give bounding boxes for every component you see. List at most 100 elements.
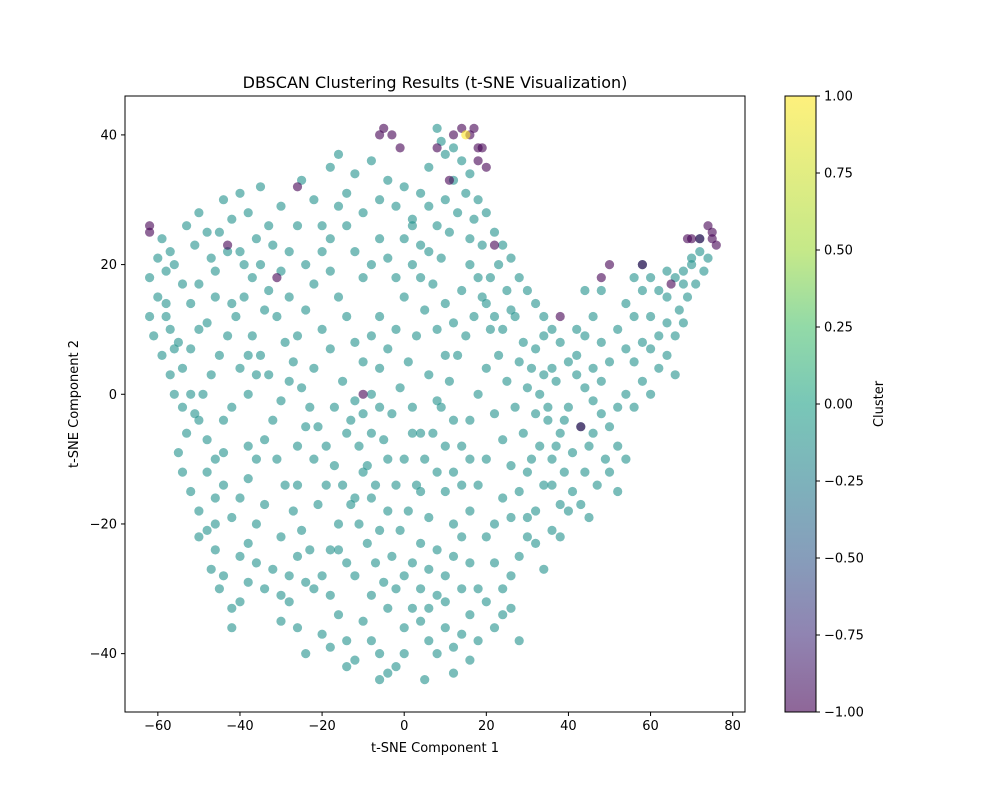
point-cluster-0 bbox=[416, 240, 426, 250]
point-cluster-0 bbox=[448, 551, 459, 562]
point-cluster-0 bbox=[416, 616, 426, 626]
point-cluster-0 bbox=[214, 227, 224, 237]
point-cluster-0 bbox=[399, 234, 409, 244]
point-cluster-0 bbox=[227, 214, 237, 224]
point-cluster-0 bbox=[489, 227, 500, 237]
point-cluster-0 bbox=[227, 512, 237, 523]
point-cluster-0 bbox=[424, 201, 434, 211]
point-cluster-0 bbox=[477, 240, 487, 250]
point-cluster-0 bbox=[243, 208, 253, 218]
point-cluster-0 bbox=[416, 428, 426, 438]
point-cluster-0 bbox=[662, 350, 672, 360]
point-cluster-0 bbox=[391, 324, 401, 334]
point-cluster--1 bbox=[489, 240, 500, 250]
point-cluster-0 bbox=[239, 292, 249, 302]
point-cluster-0 bbox=[309, 584, 319, 594]
point-cluster-0 bbox=[678, 266, 689, 276]
point-cluster-0 bbox=[333, 292, 344, 302]
point-cluster-0 bbox=[596, 285, 606, 296]
point-cluster-0 bbox=[407, 558, 417, 568]
point-cluster-0 bbox=[453, 350, 463, 360]
point-cluster-0 bbox=[485, 324, 495, 334]
point-cluster-0 bbox=[407, 402, 417, 412]
point-cluster-0 bbox=[309, 195, 319, 205]
point-cluster-0 bbox=[407, 603, 417, 613]
point-cluster-0 bbox=[301, 260, 311, 270]
plot-frame bbox=[124, 95, 746, 713]
point-cluster-0 bbox=[420, 454, 430, 464]
point-cluster-0 bbox=[531, 344, 541, 354]
point-cluster-0 bbox=[420, 675, 430, 685]
point-cluster-0 bbox=[268, 564, 278, 574]
point-cluster-0 bbox=[502, 285, 512, 296]
point-cluster-0 bbox=[342, 636, 352, 646]
colorbar-tick-label: −0.25 bbox=[824, 475, 864, 490]
point-cluster-0 bbox=[481, 597, 491, 607]
point-cluster-0 bbox=[682, 292, 693, 302]
point-cluster-0 bbox=[526, 454, 537, 464]
point-cluster-0 bbox=[218, 415, 229, 425]
point-cluster-0 bbox=[498, 584, 508, 594]
colorbar-label: Cluster bbox=[872, 380, 887, 427]
x-tick-label: 60 bbox=[642, 719, 659, 734]
point-cluster-0 bbox=[588, 363, 598, 373]
point-cluster-0 bbox=[177, 467, 188, 477]
point-cluster-0 bbox=[210, 519, 220, 529]
point-cluster-0 bbox=[301, 577, 311, 587]
point-cluster-0 bbox=[321, 441, 331, 451]
point-cluster-0 bbox=[613, 324, 623, 334]
point-cluster-0 bbox=[457, 156, 467, 166]
point-cluster--1 bbox=[223, 240, 233, 250]
point-cluster-0 bbox=[370, 480, 381, 490]
point-cluster-0 bbox=[637, 376, 648, 386]
point-cluster-0 bbox=[169, 344, 179, 354]
point-cluster--1 bbox=[387, 130, 397, 140]
point-cluster--1 bbox=[555, 311, 565, 322]
point-cluster-0 bbox=[613, 402, 623, 412]
point-cluster-0 bbox=[440, 195, 450, 205]
point-cluster-0 bbox=[325, 545, 335, 555]
point-cluster-0 bbox=[514, 486, 524, 497]
point-cluster-0 bbox=[177, 363, 188, 373]
point-cluster-0 bbox=[448, 668, 459, 678]
point-cluster-0 bbox=[637, 337, 648, 347]
point-cluster-0 bbox=[239, 260, 249, 270]
point-cluster-0 bbox=[416, 486, 426, 497]
point-cluster-0 bbox=[489, 311, 500, 322]
point-cluster-0 bbox=[186, 389, 196, 399]
point-cluster-0 bbox=[358, 616, 368, 626]
point-cluster-0 bbox=[494, 260, 504, 270]
point-cluster-0 bbox=[276, 590, 286, 600]
point-cluster-0 bbox=[547, 324, 557, 334]
point-cluster-0 bbox=[309, 279, 319, 289]
colorbar-tick-label: 0.50 bbox=[824, 244, 853, 259]
point-cluster-0 bbox=[342, 662, 352, 672]
point-cluster-0 bbox=[231, 311, 241, 322]
point-cluster-0 bbox=[391, 662, 401, 672]
point-cluster--1 bbox=[379, 123, 389, 133]
point-cluster-0 bbox=[448, 143, 459, 153]
point-cluster--1 bbox=[473, 156, 483, 166]
point-cluster-0 bbox=[153, 253, 163, 263]
point-cluster-0 bbox=[481, 532, 491, 542]
point-cluster-0 bbox=[444, 227, 454, 237]
point-cluster-0 bbox=[407, 221, 417, 231]
point-cluster-0 bbox=[276, 396, 286, 406]
point-cluster-0 bbox=[194, 415, 204, 425]
point-cluster-0 bbox=[243, 538, 253, 549]
point-cluster-0 bbox=[629, 357, 639, 367]
point-cluster-0 bbox=[473, 195, 483, 205]
point-cluster-0 bbox=[165, 324, 175, 334]
point-cluster-0 bbox=[202, 525, 212, 536]
point-cluster-0 bbox=[543, 415, 553, 425]
point-cluster-0 bbox=[362, 461, 372, 471]
point-cluster--1 bbox=[358, 389, 368, 399]
point-cluster-0 bbox=[580, 331, 590, 341]
point-cluster-0 bbox=[457, 285, 467, 296]
point-cluster-0 bbox=[161, 266, 171, 276]
cluster-1-series bbox=[461, 130, 471, 140]
point-cluster-0 bbox=[391, 584, 401, 594]
x-tick-label: 80 bbox=[724, 719, 741, 734]
point-cluster-0 bbox=[432, 324, 442, 334]
point-cluster-0 bbox=[485, 273, 495, 283]
